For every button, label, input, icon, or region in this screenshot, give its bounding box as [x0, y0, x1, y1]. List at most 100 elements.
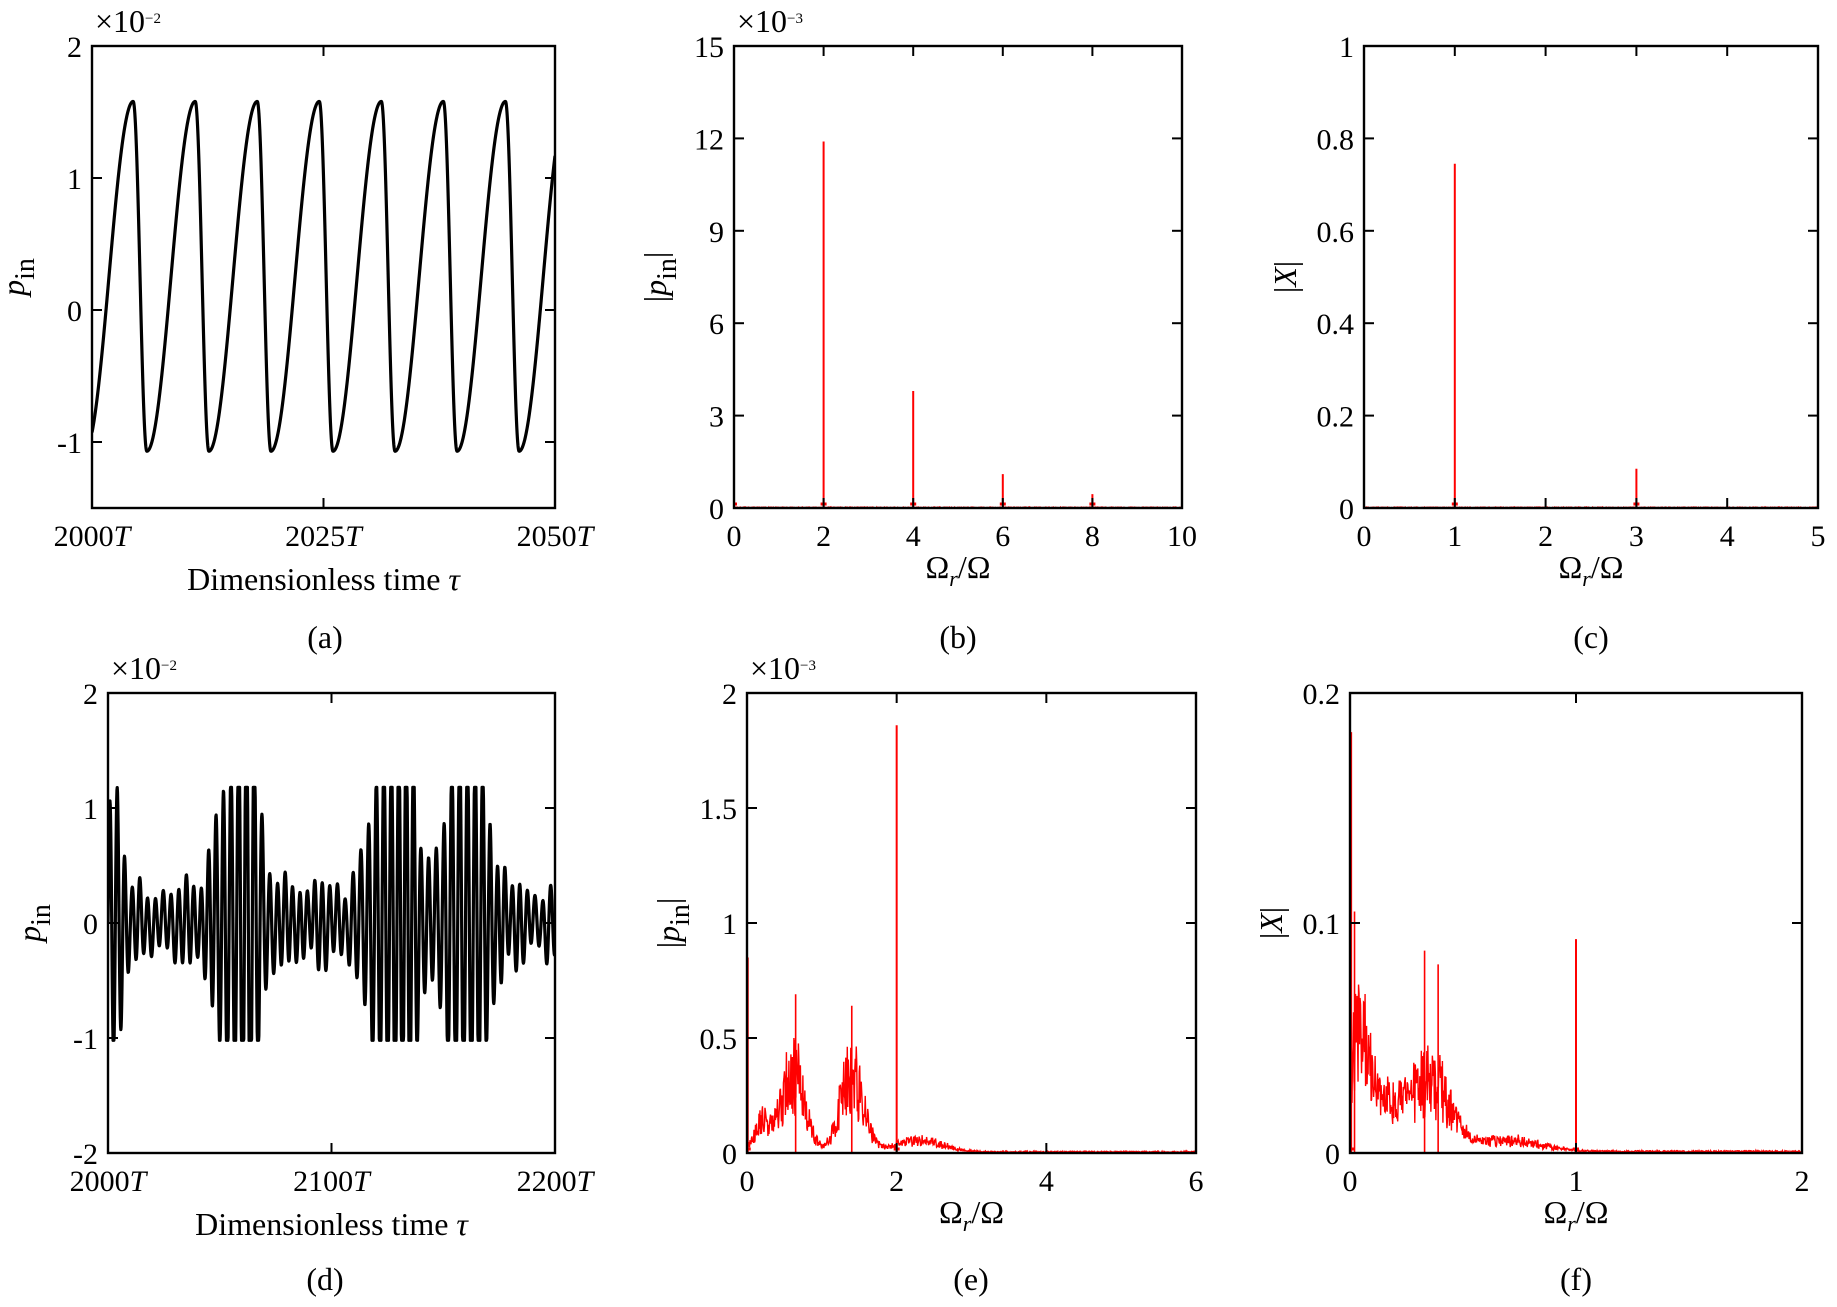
- axes-frame-a: [90, 44, 557, 510]
- xtick-label-b-1: 2: [816, 520, 831, 553]
- xtick-label-b-2: 4: [906, 520, 921, 553]
- ytick-label-e-2: 1: [722, 908, 737, 941]
- xlabel-f: Ωr/Ω: [1543, 1194, 1608, 1236]
- ytick-label-c-5: 1: [1339, 31, 1354, 64]
- ylabel-group-d: pin: [11, 904, 57, 944]
- ytick-label-b-0: 0: [709, 493, 724, 526]
- xtick-label-d-1: 2100T: [293, 1165, 372, 1198]
- xtick-label-b-0: 0: [727, 520, 742, 553]
- plot-area-c: [1364, 163, 1818, 508]
- ylabel-group-f: |X|: [1253, 907, 1289, 939]
- ytick-label-c-1: 0.2: [1317, 401, 1355, 434]
- ytick-label-b-2: 6: [709, 308, 724, 341]
- ytick-label-e-1: 0.5: [700, 1023, 738, 1056]
- xlabel-e: Ωr/Ω: [939, 1194, 1004, 1236]
- panel-label-f: (f): [1560, 1261, 1592, 1297]
- ytick-label-b-1: 3: [709, 401, 724, 434]
- xtick-label-e-2: 4: [1039, 1165, 1054, 1198]
- series-line-d: [108, 785, 555, 1042]
- series-line-a: [92, 99, 555, 453]
- ytick-label-c-2: 0.4: [1317, 308, 1355, 341]
- ytick-label-c-3: 0.6: [1317, 216, 1355, 249]
- ylabel-group-e: |pin|: [650, 898, 696, 949]
- ytick-label-a-3: 2: [67, 31, 82, 64]
- xtick-label-e-0: 0: [740, 1165, 755, 1198]
- plot-area-b: [734, 141, 1182, 508]
- ytick-label-b-5: 15: [694, 31, 724, 64]
- xtick-label-f-0: 0: [1343, 1165, 1358, 1198]
- xlabel-d: Dimensionless time τ: [195, 1206, 469, 1242]
- xtick-label-b-5: 10: [1167, 520, 1197, 553]
- ytick-label-e-0: 0: [722, 1138, 737, 1171]
- panel-label-e: (e): [953, 1261, 989, 1297]
- xtick-label-f-2: 2: [1795, 1165, 1810, 1198]
- panel-label-c: (c): [1573, 619, 1609, 655]
- xtick-label-c-4: 4: [1720, 520, 1735, 553]
- xtick-label-a-1: 2025T: [285, 520, 364, 553]
- xtick-label-c-3: 3: [1629, 520, 1644, 553]
- xlabel-c: Ωr/Ω: [1558, 549, 1623, 591]
- ylabel-a: pin: [0, 258, 41, 298]
- ytick-label-c-4: 0.8: [1317, 123, 1355, 156]
- chart-panel-f: 0 0.1 0.2 0 1 2 Ωr/Ω |X| (f): [1253, 678, 1810, 1297]
- ytick-label-a-1: 0: [67, 295, 82, 328]
- axes-frame-e: [745, 691, 1198, 1155]
- ylabel-group-c: |X|: [1267, 261, 1303, 293]
- ytick-label-f-2: 0.2: [1303, 678, 1341, 711]
- ylabel-b: |pin|: [637, 252, 683, 303]
- chart-panel-a: -1 0 1 2 2000T 2025T 2050T ×10−2 Dimensionless t…: [0, 3, 596, 655]
- xtick-label-b-4: 8: [1085, 520, 1100, 553]
- xlabel-b: Ωr/Ω: [925, 549, 990, 591]
- xtick-label-d-2: 2200T: [517, 1165, 596, 1198]
- xtick-label-c-2: 2: [1538, 520, 1553, 553]
- plot-area-a: [92, 99, 555, 453]
- xlabel-a: Dimensionless time τ: [187, 561, 461, 597]
- axes-frame-b: [732, 44, 1184, 510]
- ytick-label-d-2: 0: [83, 908, 98, 941]
- ylabel-f: |X|: [1253, 907, 1289, 939]
- xtick-label-a-0: 2000T: [54, 520, 133, 553]
- xtick-label-e-1: 2: [889, 1165, 904, 1198]
- exponent-label-e: ×10−3: [750, 650, 816, 686]
- plot-area-f: [1350, 732, 1802, 1153]
- xtick-label-d-0: 2000T: [70, 1165, 149, 1198]
- ytick-label-f-1: 0.1: [1303, 908, 1341, 941]
- xtick-label-c-5: 5: [1811, 520, 1826, 553]
- ylabel-d: pin: [11, 904, 57, 944]
- spectrum-trace-e: [747, 1037, 1196, 1153]
- plot-area-e: [747, 725, 1196, 1153]
- ytick-label-d-0: -2: [73, 1138, 98, 1171]
- chart-panel-b: 0 3 6 9 12 15 0 2 4 6 8 10 ×10−3 Ωr/Ω |pin| (b): [637, 3, 1197, 655]
- ylabel-e: |pin|: [650, 898, 696, 949]
- ytick-label-a-0: -1: [57, 427, 82, 460]
- chart-panel-e: 0 0.5 1 1.5 2 0 2 4 6 ×10−3 Ωr/Ω |pin| (e): [650, 650, 1204, 1297]
- xtick-label-f-1: 1: [1569, 1165, 1584, 1198]
- xtick-label-e-3: 6: [1189, 1165, 1204, 1198]
- ytick-label-f-0: 0: [1325, 1138, 1340, 1171]
- ytick-label-d-1: -1: [73, 1023, 98, 1056]
- exponent-label-a: ×10−2: [95, 3, 161, 39]
- ytick-label-d-4: 2: [83, 678, 98, 711]
- panel-label-b: (b): [939, 619, 976, 655]
- ytick-label-e-4: 2: [722, 678, 737, 711]
- exponent-label-b: ×10−3: [737, 3, 803, 39]
- ylabel-group-b: |pin|: [637, 252, 683, 303]
- ylabel-group-a: pin: [0, 258, 41, 298]
- xtick-label-c-0: 0: [1357, 520, 1372, 553]
- ytick-label-b-3: 9: [709, 216, 724, 249]
- exponent-label-d: ×10−2: [111, 650, 177, 686]
- ytick-label-b-4: 12: [694, 123, 724, 156]
- panel-label-a: (a): [307, 619, 343, 655]
- chart-panel-d: -2 -1 0 1 2 2000T 2100T 2200T ×10−2 Dimensionless…: [11, 650, 596, 1297]
- panel-label-d: (d): [306, 1261, 343, 1297]
- chart-panel-c: 0 0.2 0.4 0.6 0.8 1 0 1 2 3 4 5 Ωr/Ω |X| (c): [1267, 31, 1826, 655]
- ytick-label-c-0: 0: [1339, 493, 1354, 526]
- axes-frame-c: [1362, 44, 1820, 510]
- ytick-label-e-3: 1.5: [700, 793, 738, 826]
- ylabel-c: |X|: [1267, 261, 1303, 293]
- xtick-label-b-3: 6: [995, 520, 1010, 553]
- ytick-label-a-2: 1: [67, 163, 82, 196]
- ytick-label-d-3: 1: [83, 793, 98, 826]
- xtick-label-c-1: 1: [1447, 520, 1462, 553]
